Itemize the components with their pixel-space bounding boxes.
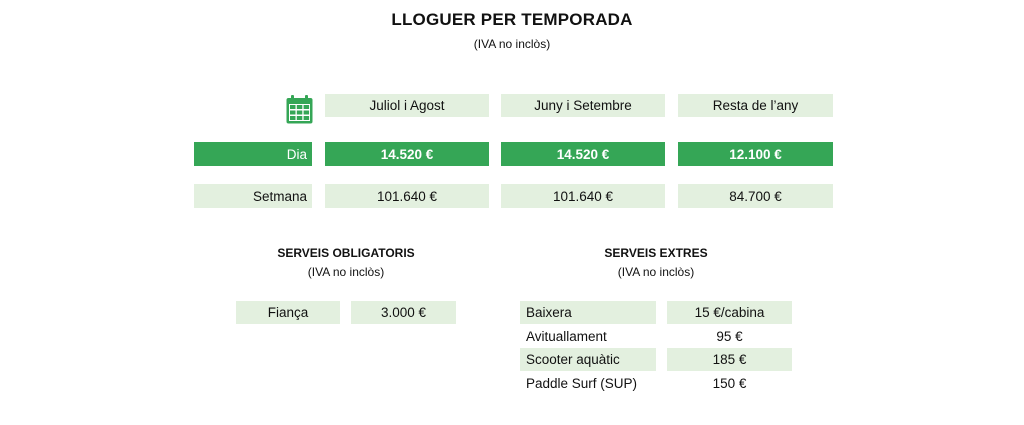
rate-value: 14.520 € — [325, 142, 489, 166]
extres-title: SERVEIS EXTRES — [604, 246, 708, 260]
obligatoris-title: SERVEIS OBLIGATORIS — [277, 246, 415, 260]
obligatoris-subtitle: (IVA no inclòs) — [307, 265, 385, 279]
extres-subtitle: (IVA no inclòs) — [617, 265, 695, 279]
rate-label-week: Setmana — [194, 184, 312, 208]
extra-label: Scooter aquàtic — [520, 348, 656, 371]
extra-value: 95 € — [716, 329, 743, 344]
rate-value: 14.520 € — [501, 142, 665, 166]
extra-value: 185 € — [667, 348, 792, 371]
rate-value: 101.640 € — [501, 184, 665, 208]
calendar-icon — [286, 95, 313, 124]
extra-value: 150 € — [712, 376, 747, 391]
extra-label: Baixera — [520, 301, 656, 324]
service-label: Fiança — [236, 301, 340, 324]
rate-value: 101.640 € — [325, 184, 489, 208]
extra-label: Paddle Surf (SUP) — [526, 376, 638, 391]
rate-label-day: Dia — [194, 142, 312, 166]
rate-value: 12.100 € — [678, 142, 833, 166]
service-value: 3.000 € — [351, 301, 456, 324]
page-title: LLOGUER PER TEMPORADA — [391, 10, 633, 29]
season-header: Resta de l’any — [678, 94, 833, 117]
page-subtitle: (IVA no inclòs) — [473, 37, 551, 51]
extra-value: 15 €/cabina — [667, 301, 792, 324]
season-header: Juny i Setembre — [501, 94, 665, 117]
extra-label: Avituallament — [526, 329, 607, 344]
season-header: Juliol i Agost — [325, 94, 489, 117]
rate-value: 84.700 € — [678, 184, 833, 208]
